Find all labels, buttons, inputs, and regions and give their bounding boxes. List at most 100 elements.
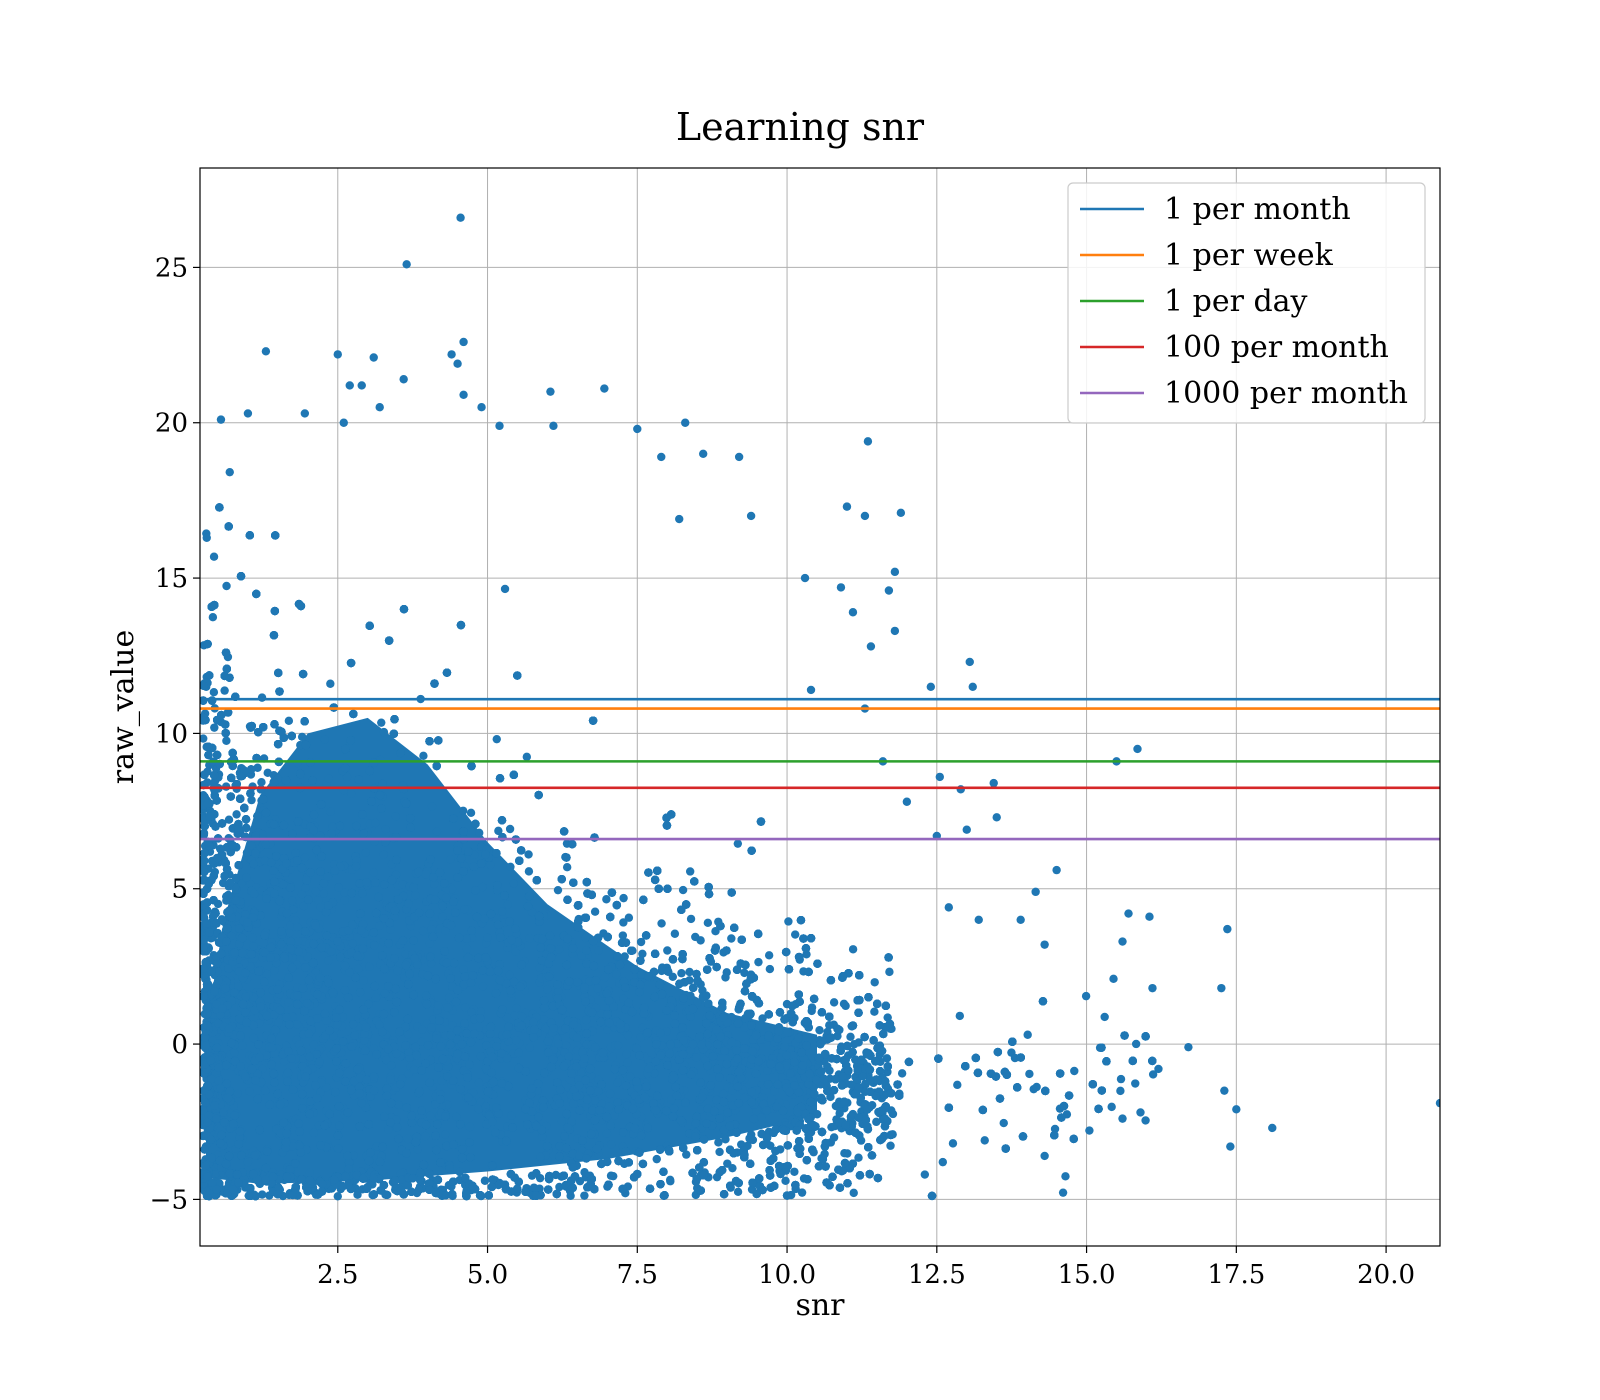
scatter-point xyxy=(333,350,342,359)
scatter-point xyxy=(896,508,906,518)
scatter-point xyxy=(502,1013,512,1022)
scatter-point xyxy=(1085,1126,1094,1135)
scatter-point xyxy=(242,873,251,882)
scatter-point xyxy=(210,723,219,732)
scatter-point xyxy=(652,1154,661,1164)
scatter-point xyxy=(340,895,349,905)
scatter-point xyxy=(399,375,408,384)
scatter-point xyxy=(608,1052,617,1062)
scatter-point xyxy=(590,907,600,916)
scatter-point xyxy=(421,1131,430,1141)
scatter-point xyxy=(587,1056,597,1065)
scatter-point xyxy=(1040,1151,1049,1161)
scatter-point xyxy=(379,850,388,859)
scatter-point xyxy=(434,1001,443,1010)
scatter-point xyxy=(232,810,241,819)
scatter-point xyxy=(620,952,629,961)
scatter-point xyxy=(535,963,545,972)
scatter-point xyxy=(1116,1074,1126,1084)
scatter-point xyxy=(506,862,515,871)
scatter-point xyxy=(554,945,564,954)
scatter-point xyxy=(483,933,492,942)
scatter-point xyxy=(884,586,894,595)
scatter-point xyxy=(715,1147,724,1157)
scatter-point xyxy=(965,657,974,667)
scatter-point xyxy=(1220,1086,1229,1095)
scatter-point xyxy=(962,825,971,834)
scatter-point xyxy=(402,260,411,269)
scatter-point xyxy=(890,626,900,636)
scatter-point xyxy=(594,946,603,955)
scatter-point xyxy=(1016,915,1025,925)
scatter-point xyxy=(714,1138,723,1147)
scatter-point xyxy=(839,999,849,1009)
scatter-point xyxy=(354,964,363,974)
scatter-point xyxy=(562,862,572,872)
scatter-point xyxy=(326,807,335,816)
scatter-point xyxy=(269,866,278,876)
scatter-point xyxy=(1032,1082,1041,1092)
scatter-point xyxy=(678,885,688,895)
scatter-point xyxy=(447,885,457,894)
scatter-point xyxy=(1107,1102,1116,1112)
scatter-point xyxy=(379,727,389,737)
scatter-point xyxy=(897,1069,907,1078)
scatter-point xyxy=(781,1176,790,1186)
scatter-point xyxy=(313,895,323,905)
scatter-point xyxy=(324,956,333,965)
scatter-point xyxy=(1148,1070,1158,1079)
scatter-point xyxy=(432,827,442,836)
scatter-point xyxy=(245,1086,254,1096)
scatter-point xyxy=(227,931,236,941)
scatter-point xyxy=(786,1069,795,1078)
scatter-point xyxy=(462,944,472,954)
scatter-point xyxy=(686,914,696,924)
scatter-point xyxy=(1145,912,1154,921)
scatter-point xyxy=(365,962,374,971)
scatter-point xyxy=(427,1023,436,1032)
scatter-point xyxy=(619,893,628,903)
scatter-point xyxy=(411,890,420,900)
scatter-point xyxy=(850,1040,859,1049)
scatter-point xyxy=(443,1003,452,1012)
scatter-point xyxy=(870,978,879,987)
scatter-point xyxy=(495,421,504,431)
scatter-point xyxy=(703,918,713,928)
scatter-point xyxy=(459,965,468,974)
scatter-point xyxy=(605,1089,615,1099)
scatter-point xyxy=(386,1075,395,1084)
scatter-point xyxy=(452,1112,461,1122)
scatter-point xyxy=(447,350,456,359)
scatter-point xyxy=(478,982,488,991)
scatter-point xyxy=(657,919,666,928)
scatter-point xyxy=(285,928,294,938)
scatter-point xyxy=(657,452,666,462)
scatter-point xyxy=(692,1053,701,1062)
scatter-point xyxy=(746,511,756,521)
scatter-point xyxy=(371,818,380,828)
scatter-point xyxy=(510,1011,519,1020)
scatter-point xyxy=(319,889,328,898)
scatter-point xyxy=(427,802,437,811)
scatter-point xyxy=(549,421,558,431)
scatter-point xyxy=(503,900,512,909)
scatter-point xyxy=(243,409,253,418)
scatter-point xyxy=(525,934,534,943)
scatter-point xyxy=(944,903,953,912)
scatter-point xyxy=(790,1167,799,1176)
scatter-point xyxy=(429,879,439,889)
scatter-point xyxy=(353,1190,362,1199)
scatter-point xyxy=(926,682,936,692)
scatter-point xyxy=(1058,1188,1068,1197)
scatter-point xyxy=(474,1104,483,1114)
scatter-point xyxy=(1081,991,1091,1001)
scatter-point xyxy=(807,1003,817,1012)
scatter-point xyxy=(248,933,257,942)
scatter-point xyxy=(600,973,610,982)
scatter-point xyxy=(263,768,272,778)
scatter-point xyxy=(849,1188,858,1198)
scatter-point xyxy=(815,1025,824,1035)
scatter-point xyxy=(345,381,354,390)
scatter-point xyxy=(902,797,912,806)
